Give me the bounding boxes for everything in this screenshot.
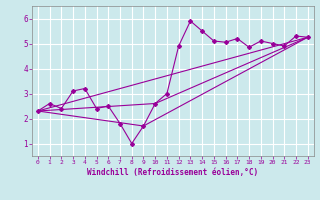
X-axis label: Windchill (Refroidissement éolien,°C): Windchill (Refroidissement éolien,°C) — [87, 168, 258, 177]
